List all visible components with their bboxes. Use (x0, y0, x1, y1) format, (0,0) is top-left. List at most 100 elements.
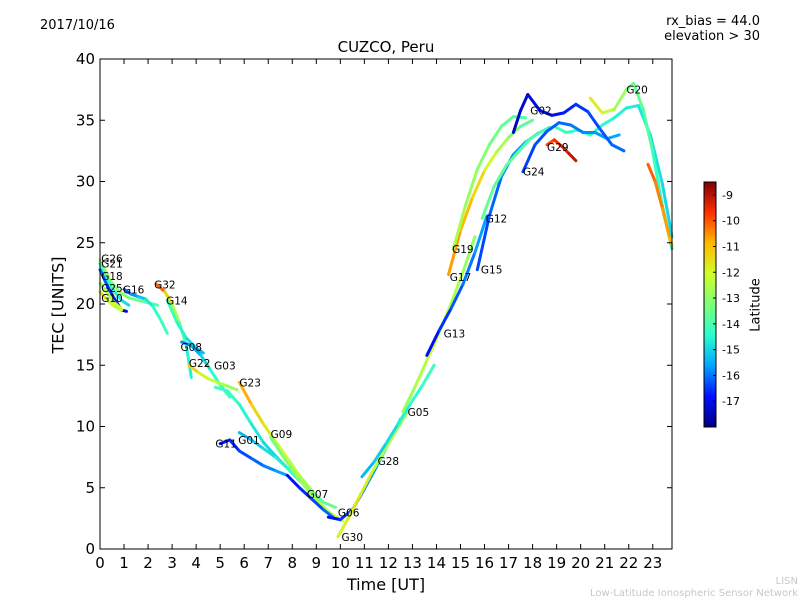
date-label: 2017/10/16 (40, 18, 115, 33)
series-segment (538, 108, 554, 117)
series-G22 (187, 363, 239, 392)
colorbar-title: Latitude (748, 278, 764, 332)
elevation-label: elevation > 30 (664, 29, 760, 44)
series-segment (600, 116, 616, 127)
series-segment (446, 229, 463, 277)
x-tick-label: 14 (427, 554, 446, 572)
series-segment (487, 124, 503, 147)
y-tick-label: 5 (85, 479, 95, 497)
series-G17 (446, 118, 535, 277)
series-segment (401, 385, 417, 414)
y-tick-label: 30 (76, 173, 95, 191)
x-tick-label: 8 (287, 554, 297, 572)
series-segment (360, 460, 376, 479)
series-segment (459, 195, 475, 232)
series-segment (586, 110, 602, 131)
series-segment (127, 296, 140, 302)
series-segment (473, 214, 489, 255)
satellite-label-G14: G14 (166, 295, 188, 307)
x-tick-label: 4 (191, 554, 201, 572)
satellite-label-G01: G01 (238, 435, 260, 447)
series-segment (598, 127, 614, 147)
series-segment (194, 346, 205, 355)
series-segment (163, 290, 174, 306)
series-segment (521, 143, 537, 174)
network-short-name: LISN (775, 576, 798, 587)
satellite-label-G22: G22 (189, 358, 211, 370)
series-segment (394, 410, 410, 433)
x-tick-label: 19 (547, 554, 566, 572)
series-segment (309, 491, 326, 504)
colorbar-gradient (703, 181, 717, 428)
series-layer (98, 82, 674, 539)
series-segment (653, 180, 664, 210)
network-credit: LISN Low-Latitude Ionospheric Sensor Net… (590, 576, 798, 600)
series-segment (370, 450, 386, 475)
series-segment (612, 88, 628, 111)
series-segment (495, 135, 511, 154)
x-tick-label: 17 (499, 554, 518, 572)
series-segment (269, 436, 285, 458)
y-tick-label: 35 (76, 111, 95, 129)
x-tick-label: 22 (619, 554, 638, 572)
series-segment (98, 262, 109, 281)
series-segment (480, 184, 496, 220)
series-segment (228, 438, 241, 453)
series-segment (175, 320, 189, 340)
x-tick-label: 6 (239, 554, 249, 572)
series-segment (309, 497, 326, 512)
colorbar-tick-label: -14 (722, 318, 740, 331)
series-segment (273, 455, 289, 470)
series-segment (475, 143, 491, 171)
series-segment (660, 206, 672, 240)
x-tick-label: 15 (451, 554, 470, 572)
series-segment (105, 284, 116, 301)
series-segment (516, 137, 532, 154)
satellite-label-G09: G09 (271, 429, 293, 441)
series-segment (285, 456, 301, 477)
colorbar-tick-label: -13 (722, 292, 740, 305)
series-segment (187, 363, 201, 375)
series-segment (154, 282, 167, 294)
series-segment (317, 500, 333, 515)
series-segment (185, 336, 198, 350)
colorbar-tick-label: -15 (722, 344, 740, 357)
rx-bias-label: rx_bias = 44.0 (666, 14, 760, 29)
series-segment (562, 102, 578, 115)
series-segment (112, 304, 124, 312)
series-segment (206, 377, 220, 384)
series-segment (449, 282, 465, 311)
x-tick-label: 3 (167, 554, 177, 572)
series-G09 (269, 436, 345, 523)
series-G28 (360, 363, 436, 479)
series-segment (519, 118, 535, 128)
series-segment (326, 515, 342, 522)
y-tick-label: 20 (76, 295, 95, 313)
series-segment (249, 456, 265, 468)
network-long-name: Low-Latitude Ionospheric Sensor Network (590, 588, 798, 599)
x-tick-label: 10 (331, 554, 350, 572)
series-segment (213, 385, 229, 393)
series-segment (413, 358, 429, 389)
series-segment (499, 115, 515, 128)
series-segment (372, 442, 388, 464)
series-segment (170, 302, 181, 324)
series-G24 (521, 121, 621, 174)
series-segment (641, 107, 655, 154)
series-segment (108, 278, 121, 294)
series-segment (346, 494, 362, 522)
series-segment (504, 150, 520, 168)
series-segment (237, 402, 253, 426)
series-segment (112, 290, 124, 302)
series-segment (273, 439, 289, 460)
satellite-label-G08: G08 (181, 342, 203, 354)
series-G07 (285, 474, 335, 519)
x-tick-label: 20 (571, 554, 590, 572)
y-tick-label: 25 (76, 234, 95, 252)
series-G19 (451, 115, 527, 251)
satellite-label-G16: G16 (123, 284, 145, 296)
x-tick-label: 13 (403, 554, 422, 572)
satellite-label-G10: G10 (101, 293, 123, 305)
